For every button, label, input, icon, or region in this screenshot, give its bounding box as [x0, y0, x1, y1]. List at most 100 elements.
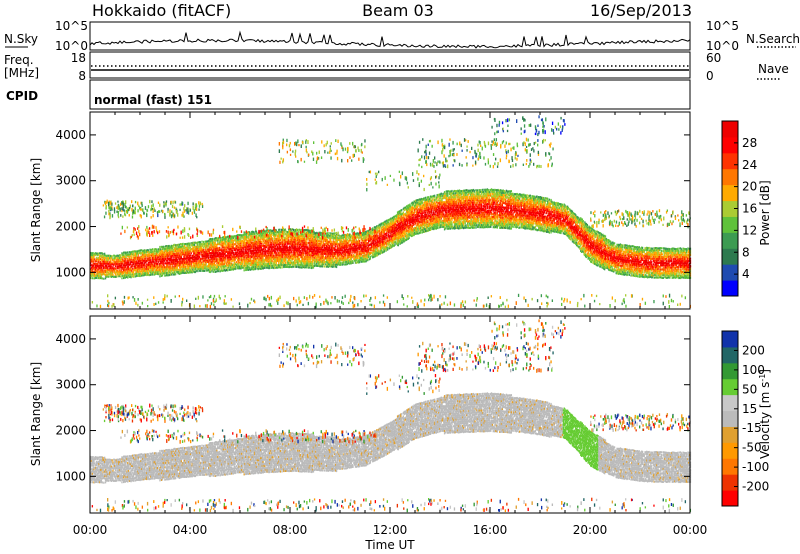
- power-cell: [154, 252, 156, 255]
- power-cell: [132, 271, 134, 274]
- power-cell: [235, 251, 237, 254]
- power-cell: [258, 242, 260, 245]
- power-cell: [90, 258, 92, 261]
- power-cell: [266, 263, 268, 266]
- power-cell: [241, 252, 244, 255]
- power-cell: [150, 271, 152, 274]
- power-cell: [126, 266, 128, 269]
- power-cell: [253, 267, 255, 270]
- power-cell: [247, 266, 249, 269]
- power-cell: [227, 237, 230, 240]
- power-cell: [288, 257, 291, 260]
- power-cell: [244, 236, 246, 239]
- power-cell: [188, 244, 190, 247]
- power-cell: [231, 268, 234, 271]
- power-cell: [199, 269, 202, 272]
- power-cell: [280, 228, 282, 231]
- power-cell: [264, 246, 267, 249]
- power-cell: [302, 258, 304, 261]
- power-cell: [298, 249, 301, 252]
- power-cell: [151, 250, 154, 253]
- power-cell: [119, 271, 122, 274]
- power-cell: [184, 257, 187, 260]
- power-cell: [192, 258, 194, 261]
- power-cell: [194, 245, 197, 248]
- power-cell: [260, 232, 262, 235]
- power-cell: [181, 260, 183, 263]
- power-cell: [210, 246, 212, 249]
- power-cell: [231, 239, 234, 242]
- power-cell: [221, 242, 223, 245]
- power-cell: [189, 264, 191, 267]
- power-cell: [101, 254, 103, 257]
- power-cell: [95, 270, 98, 273]
- power-cell: [293, 245, 296, 248]
- power-cell: [224, 250, 226, 253]
- power-cell: [243, 239, 245, 242]
- power-cell: [122, 274, 124, 277]
- power-cell: [137, 266, 139, 269]
- power-cell: [194, 256, 197, 259]
- power-cell: [208, 269, 211, 272]
- power-cell: [91, 266, 94, 269]
- power-cell: [149, 253, 151, 256]
- power-cell: [300, 260, 302, 263]
- power-cell: [148, 274, 150, 277]
- power-cell: [179, 255, 181, 258]
- power-cell: [177, 268, 179, 271]
- power-cell: [199, 245, 202, 248]
- power-cell: [298, 253, 301, 256]
- power-cell: [225, 265, 227, 268]
- power-cell: [92, 266, 94, 269]
- power-cell: [270, 252, 273, 255]
- power-cell: [121, 274, 123, 277]
- power-cell: [108, 262, 110, 265]
- power-cell: [269, 240, 272, 243]
- power-cell: [163, 270, 165, 273]
- power-cell: [206, 244, 208, 247]
- power-cell: [232, 236, 235, 239]
- power-cell: [176, 271, 178, 274]
- power-cell: [249, 268, 251, 271]
- power-cell: [281, 266, 283, 269]
- power-cell: [211, 238, 213, 241]
- power-cell: [281, 237, 283, 240]
- power-cell: [99, 254, 101, 257]
- power-cell: [265, 260, 268, 263]
- power-cell: [131, 258, 133, 261]
- power-cell: [269, 250, 272, 253]
- power-cell: [273, 248, 275, 251]
- power-cell: [170, 256, 173, 259]
- power-cell: [224, 264, 226, 267]
- power-cell: [275, 252, 277, 255]
- power-cell: [143, 253, 145, 256]
- power-cell: [235, 242, 237, 245]
- power-cell: [129, 275, 131, 278]
- power-cell: [118, 256, 120, 259]
- power-cell: [128, 251, 131, 254]
- power-cell: [170, 259, 172, 262]
- power-cell: [193, 252, 195, 255]
- power-cell: [198, 241, 201, 244]
- power-cell: [297, 247, 299, 250]
- power-cell: [227, 254, 229, 257]
- power-cell: [177, 264, 179, 267]
- power-cell: [292, 249, 294, 252]
- power-cell: [132, 269, 135, 272]
- power-cell: [147, 267, 150, 270]
- power-cell: [263, 265, 265, 268]
- power-cell: [118, 258, 121, 261]
- power-cell: [189, 263, 191, 266]
- power-cell: [251, 241, 254, 244]
- power-cell: [98, 271, 100, 274]
- power-cell: [236, 257, 238, 260]
- power-cell: [153, 267, 155, 270]
- power-cell: [159, 248, 161, 251]
- power-cell: [221, 269, 223, 272]
- power-cell: [253, 232, 255, 235]
- power-cell: [127, 276, 129, 279]
- power-cell: [111, 267, 113, 270]
- power-cell: [281, 239, 283, 242]
- power-cell: [182, 263, 184, 266]
- power-cell: [215, 243, 217, 246]
